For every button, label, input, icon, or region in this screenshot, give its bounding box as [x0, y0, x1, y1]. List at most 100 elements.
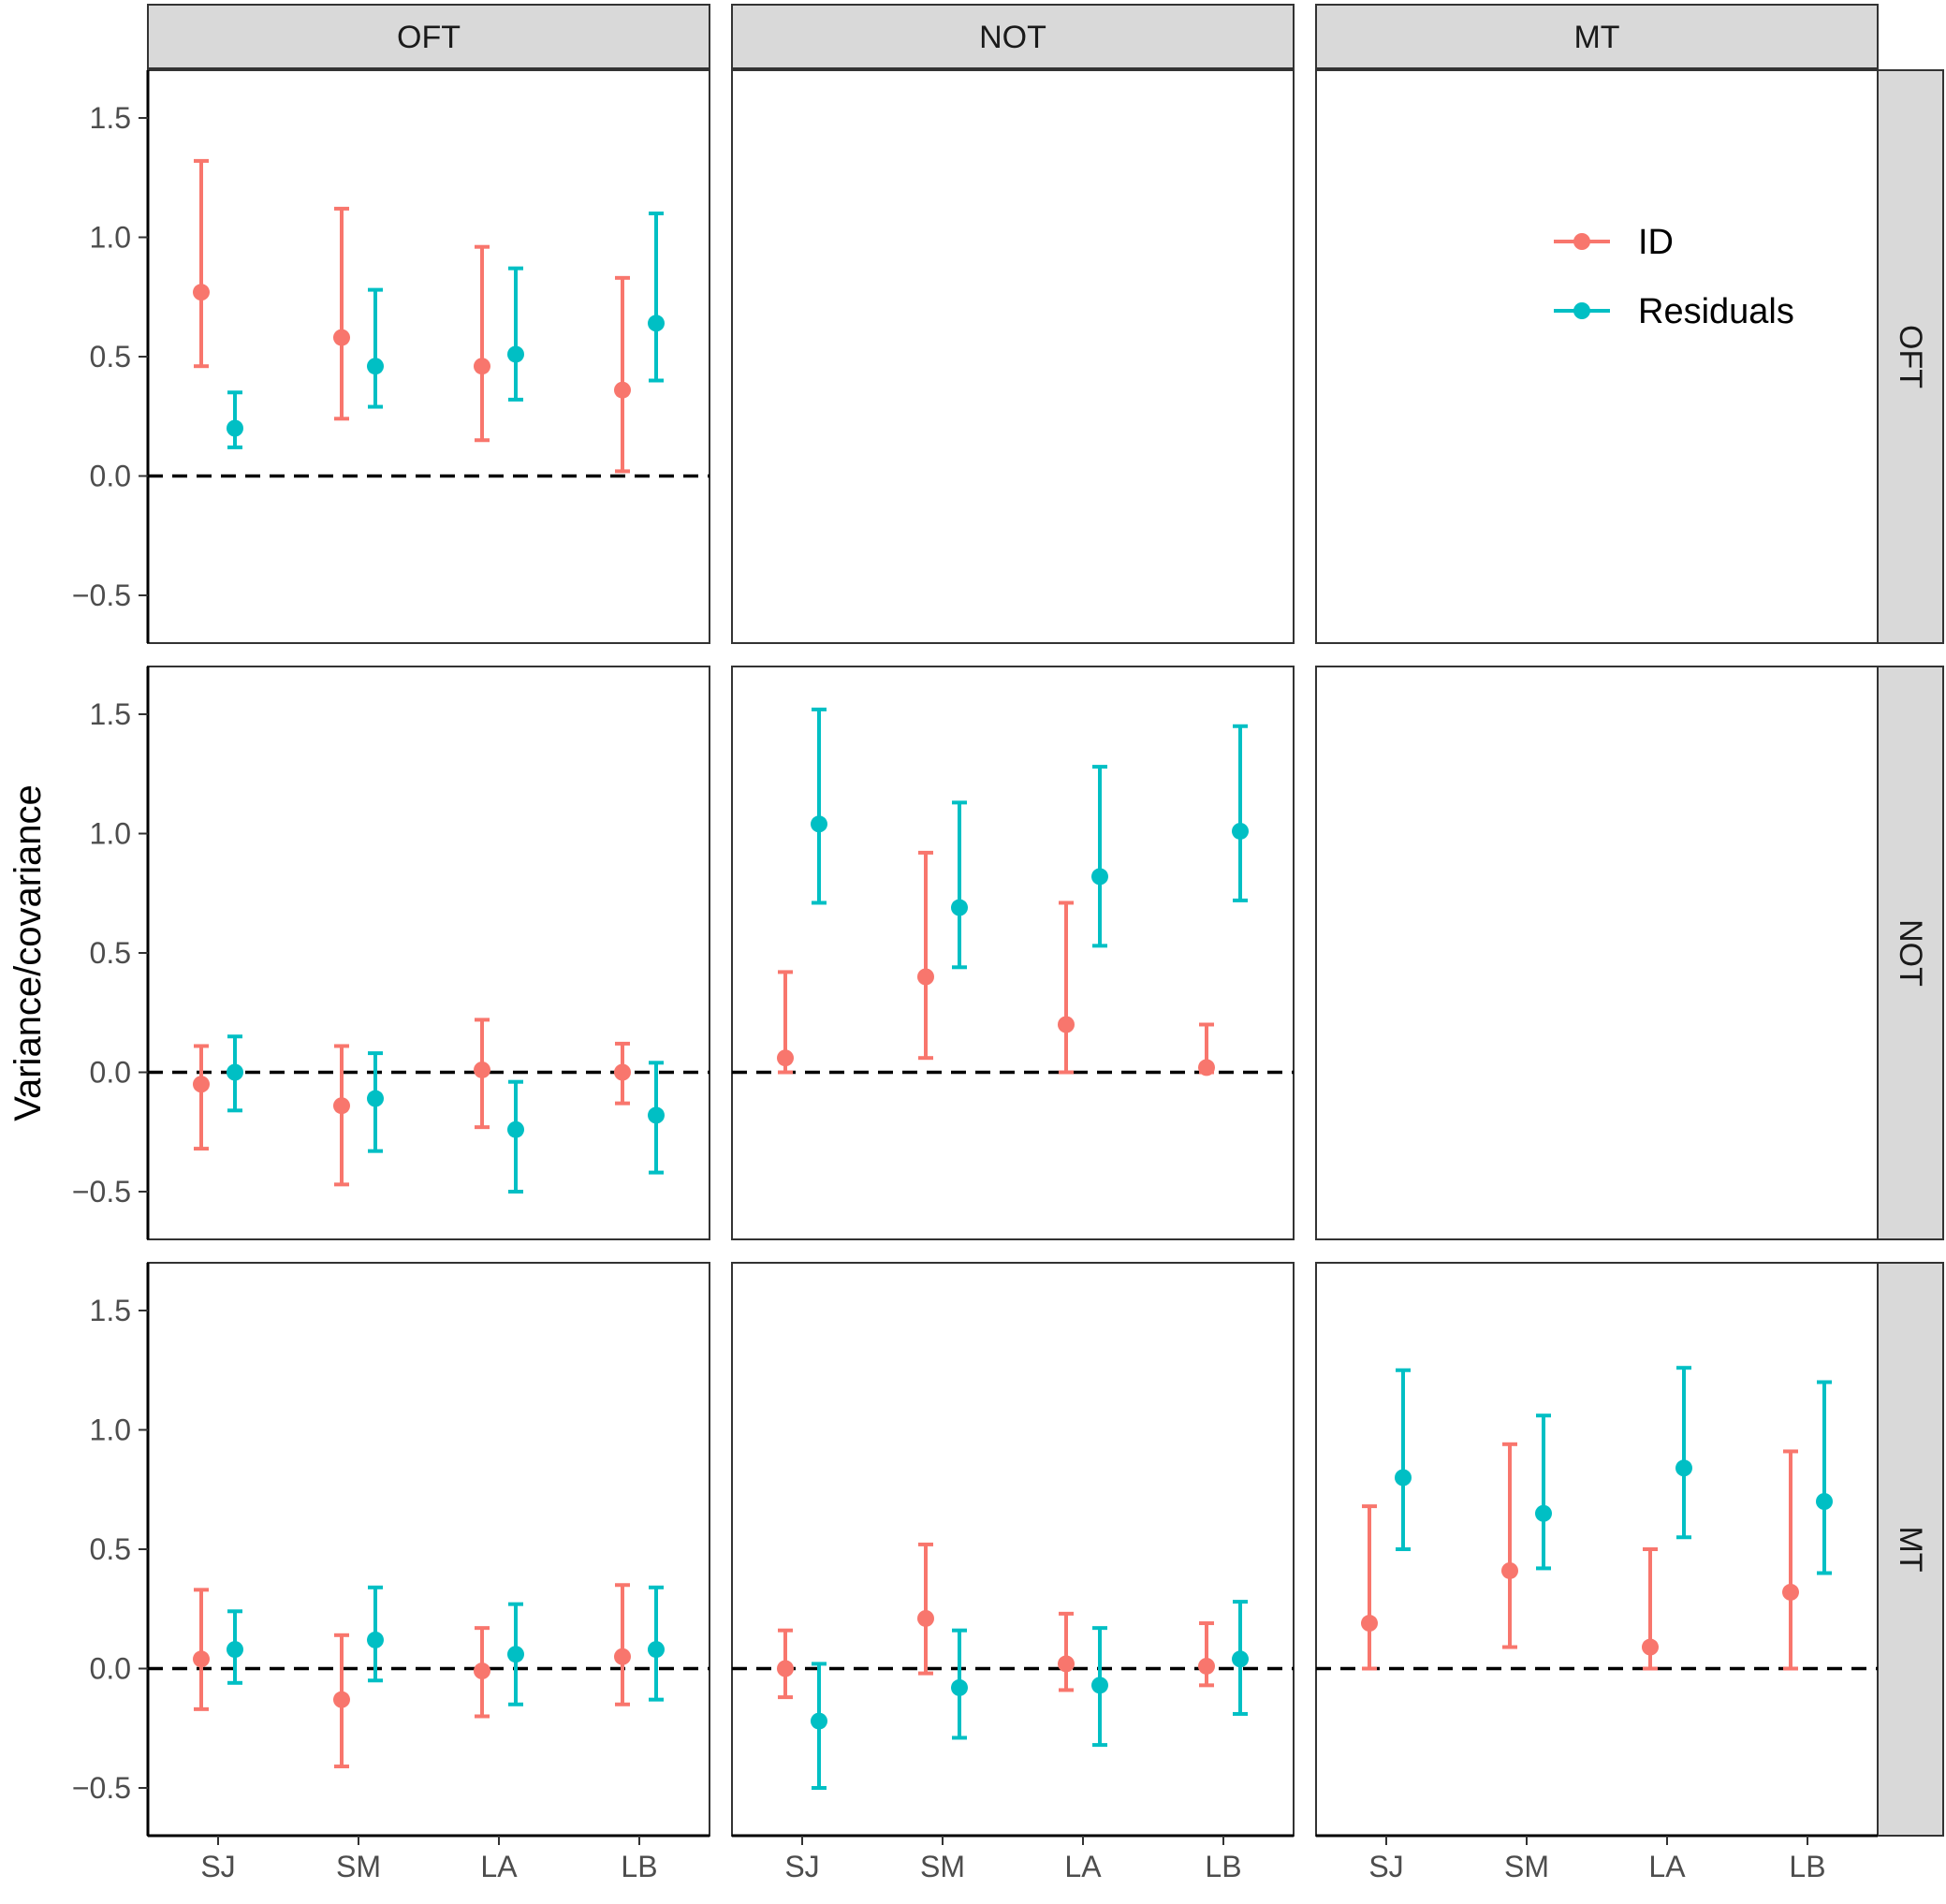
panel-mt-not-id-sj-point — [777, 1660, 794, 1677]
y-tick-label: 0.0 — [90, 1652, 131, 1686]
y-tick-label: 1.5 — [90, 1294, 131, 1327]
legend-key-point-residuals — [1573, 302, 1590, 319]
row-strip-label-oft: OFT — [1893, 325, 1928, 388]
x-tick-label-la: LA — [1648, 1850, 1686, 1883]
panel-not-not-residuals-sj-point — [811, 815, 827, 833]
row-strip-oft — [1877, 69, 1944, 644]
y-tick-label: −0.5 — [72, 1175, 131, 1208]
panel-not-oft-id-sj-point — [193, 1076, 210, 1093]
panel-oft-oft-id-sj-point — [193, 284, 210, 301]
panel-mt-not — [731, 1262, 1295, 1837]
x-tick-label-la: LA — [1064, 1850, 1102, 1883]
panel-not-oft-residuals-la-point — [507, 1120, 524, 1138]
x-tick-label-lb: LB — [1205, 1850, 1241, 1883]
panel-oft-mt-border — [1315, 69, 1879, 644]
panel-mt-not-residuals-sm-point — [951, 1678, 968, 1696]
panel-mt-mt-residuals-sj-point — [1395, 1469, 1412, 1487]
y-axis-row-mt: −0.5 0.0 0.5 1.0 1.5 — [72, 1263, 150, 1836]
x-tick-label-sj: SJ — [784, 1850, 819, 1883]
panel-oft-oft-residuals-lb-point — [648, 315, 665, 332]
y-tick-label: −0.5 — [72, 1771, 131, 1805]
panel-not-not-id-sm-point — [917, 968, 934, 986]
panel-not-oft-id-sm-point — [333, 1097, 350, 1115]
col-strip-label-mt: MT — [1573, 20, 1619, 55]
panel-not-not-id-sj-point — [777, 1049, 794, 1067]
col-strip-oft — [147, 4, 710, 69]
col-strip-mt — [1315, 4, 1879, 69]
panel-not-not-residuals-sm-point — [951, 899, 968, 916]
x-tick-label-sj: SJ — [200, 1850, 235, 1883]
legend-label-residuals: Residuals — [1638, 292, 1794, 331]
panel-not-not-residuals-lb-point — [1232, 822, 1249, 840]
panel-not-not-residuals-la-point — [1091, 868, 1108, 886]
panel-mt-not-id-sm-point — [917, 1609, 934, 1627]
col-strip-label-oft: OFT — [397, 20, 461, 55]
panel-not-oft — [147, 666, 710, 1240]
panel-not-not-border — [731, 666, 1295, 1240]
panel-mt-mt-residuals-lb-point — [1816, 1493, 1833, 1510]
panel-mt-oft-residuals-sm-point — [367, 1631, 384, 1648]
panel-mt-oft-border — [147, 1262, 710, 1837]
panel-mt-not-id-la-point — [1058, 1655, 1075, 1673]
panel-mt-not-residuals-lb-point — [1232, 1650, 1249, 1668]
y-tick-label: 0.5 — [90, 340, 131, 373]
x-tick-label-sm: SM — [920, 1850, 965, 1883]
panel-mt-mt-id-la-point — [1642, 1638, 1659, 1656]
panel-oft-oft — [147, 69, 710, 644]
row-strip-label-not: NOT — [1893, 919, 1928, 987]
row-strip-label-mt: MT — [1893, 1526, 1928, 1572]
y-tick-label: 0.0 — [90, 1056, 131, 1090]
y-tick-label: 1.5 — [90, 101, 131, 135]
panel-mt-oft-id-sj-point — [193, 1650, 210, 1668]
panel-mt-oft-id-la-point — [474, 1662, 490, 1680]
y-tick-label: 1.5 — [90, 697, 131, 731]
panel-mt-not-id-lb-point — [1198, 1657, 1215, 1675]
y-tick-label: 0.5 — [90, 936, 131, 970]
panel-not-mt-border — [1315, 666, 1879, 1240]
panel-not-not — [731, 666, 1295, 1240]
panel-not-not-id-la-point — [1058, 1016, 1075, 1033]
panel-mt-mt-residuals-la-point — [1675, 1459, 1692, 1477]
panel-oft-mt — [1315, 69, 1879, 644]
panel-oft-oft-residuals-la-point — [507, 345, 524, 363]
x-tick-label-lb: LB — [621, 1850, 657, 1883]
panel-mt-mt-id-sj-point — [1361, 1615, 1378, 1633]
col-strip-label-not: NOT — [979, 20, 1046, 55]
panel-mt-oft-residuals-sj-point — [227, 1641, 243, 1659]
panel-oft-oft-id-sm-point — [333, 329, 350, 346]
y-axis-row-oft: −0.5 0.0 0.5 1.0 1.5 — [72, 70, 150, 643]
panel-mt-not-residuals-la-point — [1091, 1677, 1108, 1694]
panel-not-oft-residuals-lb-point — [648, 1106, 665, 1124]
panel-not-oft-residuals-sm-point — [367, 1090, 384, 1107]
panel-oft-oft-residuals-sj-point — [227, 419, 243, 437]
panel-mt-mt-id-lb-point — [1782, 1583, 1799, 1601]
panel-oft-oft-id-la-point — [474, 358, 490, 375]
panel-mt-not-residuals-sj-point — [811, 1712, 827, 1730]
panel-mt-mt-id-sm-point — [1501, 1561, 1518, 1579]
y-tick-label: 1.0 — [90, 221, 131, 255]
x-tick-label-la: LA — [480, 1850, 518, 1883]
y-tick-label: −0.5 — [72, 579, 131, 612]
panel-oft-oft-border — [147, 69, 710, 644]
panel-not-not-id-lb-point — [1198, 1059, 1215, 1076]
panel-oft-oft-residuals-sm-point — [367, 358, 384, 375]
panel-oft-oft-id-lb-point — [614, 381, 631, 399]
y-tick-label: 0.0 — [90, 460, 131, 493]
legend: ID Residuals — [1554, 223, 1794, 331]
x-tick-label-lb: LB — [1789, 1850, 1825, 1883]
panel-mt-mt — [1315, 1262, 1879, 1837]
x-tick-label-sm: SM — [336, 1850, 381, 1883]
panel-not-oft-residuals-sj-point — [227, 1063, 243, 1081]
panel-mt-oft-id-sm-point — [333, 1691, 350, 1708]
panel-not-oft-border — [147, 666, 710, 1240]
panel-oft-not-border — [731, 69, 1295, 644]
y-axis-title: Variance/covariance — [7, 784, 49, 1120]
y-tick-label: 1.0 — [90, 1413, 131, 1447]
panel-mt-oft-residuals-la-point — [507, 1646, 524, 1663]
x-axis-col-mt: SJ SM LA LB — [1316, 1834, 1878, 1883]
panel-mt-oft-residuals-lb-point — [648, 1641, 665, 1659]
panel-mt-not-border — [731, 1262, 1295, 1837]
col-strip-not — [731, 4, 1295, 69]
x-axis-col-oft: SJ SM LA LB — [148, 1834, 710, 1883]
